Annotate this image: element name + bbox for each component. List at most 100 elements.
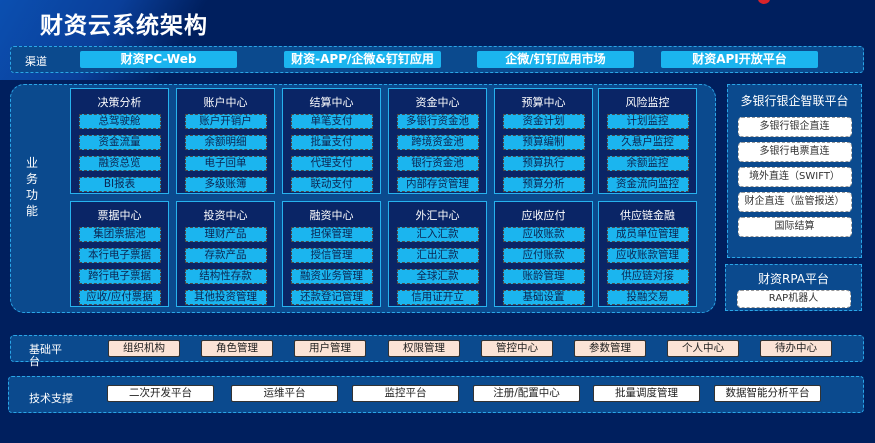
module-item[interactable]: 投融交易 <box>606 290 689 305</box>
module-card: 投资中心理财产品存款产品结构性存款其他投资管理 <box>176 201 275 307</box>
base-platform-button[interactable]: 用户管理 <box>294 340 366 357</box>
tech-support-label: 技术支撑 <box>29 392 73 405</box>
base-platform-button[interactable]: 组织机构 <box>108 340 180 357</box>
module-item[interactable]: 资金流向监控 <box>606 177 689 192</box>
module-title: 资金中心 <box>415 96 460 109</box>
module-item[interactable]: 融资总览 <box>78 156 161 171</box>
module-item[interactable]: 总驾驶舱 <box>78 114 161 129</box>
channel-button[interactable]: 企微/钉钉应用市场 <box>477 51 634 68</box>
module-title: 预算中心 <box>521 96 566 109</box>
module-title: 账户中心 <box>203 96 248 109</box>
channel-button[interactable]: 财资PC-Web <box>80 51 237 68</box>
module-item[interactable]: 资金流量 <box>78 135 161 150</box>
module-item[interactable]: 预算编制 <box>502 135 585 150</box>
module-item[interactable]: 基础设置 <box>502 290 585 305</box>
module-item[interactable]: 跨境资金池 <box>396 135 479 150</box>
module-card: 供应链金融成员单位管理 应收账款管理 供应链对接投融交易 <box>598 201 697 307</box>
module-item[interactable]: 久悬户监控 <box>606 135 689 150</box>
module-card: 资金中心多银行资金池 跨境资金池银行资金池内部存贷管理 <box>388 88 487 194</box>
module-item[interactable]: 授信管理 <box>290 248 373 263</box>
module-item[interactable]: BI报表 <box>78 177 161 192</box>
rpa-platform-item[interactable]: RAP机器人 <box>736 290 851 308</box>
base-platform-button[interactable]: 个人中心 <box>667 340 739 357</box>
module-item[interactable]: 汇入汇款 <box>396 227 479 242</box>
module-card: 账户中心账户开销户余额明细电子回单多级账簿 <box>176 88 275 194</box>
module-title: 供应链金融 <box>620 209 675 222</box>
module-item[interactable]: 担保管理 <box>290 227 373 242</box>
module-item[interactable]: 理财产品 <box>184 227 267 242</box>
module-item[interactable]: 账龄管理 <box>502 269 585 284</box>
bank-platform-title: 多银行银企智联平台 <box>740 94 849 108</box>
base-platform-button[interactable]: 参数管理 <box>574 340 646 357</box>
base-platform-button[interactable]: 权限管理 <box>388 340 460 357</box>
tech-support-button[interactable]: 二次开发平台 <box>107 385 214 402</box>
module-item[interactable]: 还款登记管理 <box>290 290 373 305</box>
rpa-platform-title: 财资RPA平台 <box>757 272 830 286</box>
module-item[interactable]: 应收账款 <box>502 227 585 242</box>
bank-platform-item[interactable]: 财企直连（监管报送） <box>737 192 852 212</box>
module-item[interactable]: 多级账簿 <box>184 177 267 192</box>
module-item[interactable]: 信用证开立 <box>396 290 479 305</box>
brand-logo <box>758 0 770 4</box>
module-title: 票据中心 <box>97 209 142 222</box>
module-title: 融资中心 <box>309 209 354 222</box>
rpa-platform-panel: 财资RPA平台 RAP机器人 <box>725 264 862 311</box>
module-item[interactable]: 本行电子票据 <box>78 248 161 263</box>
base-platform-button[interactable]: 角色管理 <box>201 340 273 357</box>
module-item[interactable]: 多银行资金池 <box>396 114 479 129</box>
bank-platform-item[interactable]: 多银行银企直连 <box>737 117 852 137</box>
module-item[interactable]: 账户开销户 <box>184 114 267 129</box>
base-platform-button[interactable]: 管控中心 <box>481 340 553 357</box>
module-item[interactable]: 内部存贷管理 <box>396 177 479 192</box>
module-item[interactable]: 银行资金池 <box>396 156 479 171</box>
module-item[interactable]: 结构性存款 <box>184 269 267 284</box>
module-item[interactable]: 批量支付 <box>290 135 373 150</box>
module-card: 结算中心 单笔支付 批量支付 代理支付 联动支付 <box>282 88 381 194</box>
module-item[interactable]: 单笔支付 <box>290 114 373 129</box>
module-item[interactable]: 供应链对接 <box>606 269 689 284</box>
bank-platform-panel: 多银行银企智联平台 多银行银企直连 多银行电票直连 境外直连（SWIFT） 财企直连（… <box>727 84 862 258</box>
module-item[interactable]: 余额监控 <box>606 156 689 171</box>
module-title: 投资中心 <box>203 209 248 222</box>
module-item[interactable]: 资金计划 <box>502 114 585 129</box>
tech-support-button[interactable]: 数据智能分析平台 <box>714 385 821 402</box>
module-item[interactable]: 电子回单 <box>184 156 267 171</box>
module-title: 外汇中心 <box>415 209 460 222</box>
bank-platform-item[interactable]: 多银行电票直连 <box>737 142 852 162</box>
module-item[interactable]: 应收/应付票据 <box>78 290 161 305</box>
bank-platform-item[interactable]: 境外直连（SWIFT） <box>737 167 852 187</box>
module-item[interactable]: 集团票据池 <box>78 227 161 242</box>
tech-support-button[interactable]: 监控平台 <box>352 385 459 402</box>
module-item[interactable]: 成员单位管理 <box>606 227 689 242</box>
channel-button[interactable]: 财资API开放平台 <box>661 51 818 68</box>
page-title: 财资云系统架构 <box>40 13 208 39</box>
module-item[interactable]: 代理支付 <box>290 156 373 171</box>
module-item[interactable]: 应收账款管理 <box>606 248 689 263</box>
module-card: 票据中心集团票据池本行电子票据 跨行电子票据 应收/应付票据 <box>70 201 169 307</box>
module-item[interactable]: 预算执行 <box>502 156 585 171</box>
module-item[interactable]: 应付账款 <box>502 248 585 263</box>
module-item[interactable]: 汇出汇款 <box>396 248 479 263</box>
base-platform-button[interactable]: 待办中心 <box>760 340 832 357</box>
module-item[interactable]: 存款产品 <box>184 248 267 263</box>
module-item[interactable]: 余额明细 <box>184 135 267 150</box>
business-label: 业务功能 <box>26 156 39 218</box>
module-item[interactable]: 跨行电子票据 <box>78 269 161 284</box>
module-title: 风险监控 <box>625 96 670 109</box>
bank-platform-item[interactable]: 国际结算 <box>737 217 852 237</box>
module-card: 风险监控计划监控久悬户监控余额监控资金流向监控 <box>598 88 697 194</box>
module-card: 融资中心担保管理授信管理融资业务管理 还款登记管理 <box>282 201 381 307</box>
module-item[interactable]: 计划监控 <box>606 114 689 129</box>
module-card: 应收应付 应收账款 应付账款 账龄管理 基础设置 <box>494 201 593 307</box>
tech-support-button[interactable]: 运维平台 <box>231 385 338 402</box>
module-item[interactable]: 其他投资管理 <box>184 290 267 305</box>
channel-button[interactable]: 财资-APP/企微&钉钉应用 <box>284 51 441 68</box>
tech-support-button[interactable]: 批量调度管理 <box>593 385 700 402</box>
module-item[interactable]: 融资业务管理 <box>290 269 373 284</box>
module-item[interactable]: 全球汇款 <box>396 269 479 284</box>
tech-support-button[interactable]: 注册/配置中心 <box>473 385 580 402</box>
module-item[interactable]: 联动支付 <box>290 177 373 192</box>
channel-label: 渠道 <box>25 55 47 68</box>
module-title: 决策分析 <box>97 96 142 109</box>
module-item[interactable]: 预算分析 <box>502 177 585 192</box>
